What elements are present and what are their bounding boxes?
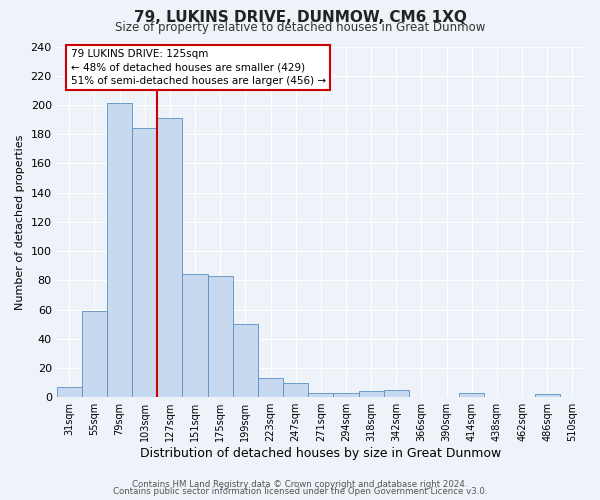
Text: Size of property relative to detached houses in Great Dunmow: Size of property relative to detached ho… xyxy=(115,22,485,35)
Text: Contains HM Land Registry data © Crown copyright and database right 2024.: Contains HM Land Registry data © Crown c… xyxy=(132,480,468,489)
Y-axis label: Number of detached properties: Number of detached properties xyxy=(15,134,25,310)
Bar xyxy=(359,392,384,397)
Bar xyxy=(182,274,208,397)
Bar xyxy=(157,118,182,397)
Bar xyxy=(535,394,560,397)
Bar xyxy=(308,393,334,397)
Text: Contains public sector information licensed under the Open Government Licence v3: Contains public sector information licen… xyxy=(113,487,487,496)
Text: 79, LUKINS DRIVE, DUNMOW, CM6 1XQ: 79, LUKINS DRIVE, DUNMOW, CM6 1XQ xyxy=(134,10,466,25)
Bar xyxy=(283,382,308,397)
Bar xyxy=(459,393,484,397)
Text: 79 LUKINS DRIVE: 125sqm
← 48% of detached houses are smaller (429)
51% of semi-d: 79 LUKINS DRIVE: 125sqm ← 48% of detache… xyxy=(71,50,326,86)
Bar xyxy=(258,378,283,397)
Bar xyxy=(107,104,132,397)
Bar xyxy=(132,128,157,397)
Bar xyxy=(56,387,82,397)
Bar xyxy=(334,393,359,397)
Bar xyxy=(82,311,107,397)
Bar xyxy=(233,324,258,397)
Bar xyxy=(208,276,233,397)
X-axis label: Distribution of detached houses by size in Great Dunmow: Distribution of detached houses by size … xyxy=(140,447,502,460)
Bar xyxy=(384,390,409,397)
